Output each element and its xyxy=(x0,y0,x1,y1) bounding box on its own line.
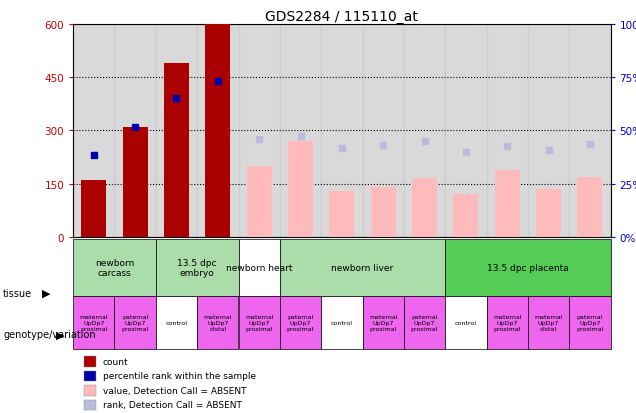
Bar xyxy=(453,195,478,237)
Bar xyxy=(197,25,238,237)
Text: maternal
UpDp7
proximal: maternal UpDp7 proximal xyxy=(369,314,398,331)
Text: maternal
UpDp7
proximal: maternal UpDp7 proximal xyxy=(80,314,108,331)
Bar xyxy=(247,166,272,237)
Bar xyxy=(495,170,520,237)
Text: tissue: tissue xyxy=(3,288,32,298)
Title: GDS2284 / 115110_at: GDS2284 / 115110_at xyxy=(265,10,418,24)
Bar xyxy=(445,297,487,349)
Text: control: control xyxy=(165,320,188,325)
Bar xyxy=(363,25,404,237)
Bar xyxy=(156,25,197,237)
Bar xyxy=(404,25,445,237)
Text: paternal
UpDp7
proximal: paternal UpDp7 proximal xyxy=(121,314,149,331)
Bar xyxy=(569,297,611,349)
Bar xyxy=(412,179,437,237)
Bar xyxy=(84,356,95,367)
Bar xyxy=(73,25,114,237)
Text: maternal
UpDp7
proximal: maternal UpDp7 proximal xyxy=(245,314,273,331)
Bar xyxy=(528,297,569,349)
Bar xyxy=(84,371,95,381)
Bar xyxy=(321,297,363,349)
Text: paternal
UpDp7
proximal: paternal UpDp7 proximal xyxy=(287,314,314,331)
Bar xyxy=(156,240,238,297)
Bar xyxy=(164,64,189,237)
Bar xyxy=(280,240,445,297)
Text: newborn heart: newborn heart xyxy=(226,263,293,273)
Bar xyxy=(487,297,528,349)
Text: ▶: ▶ xyxy=(41,288,50,298)
Bar xyxy=(577,178,602,237)
Bar xyxy=(280,297,321,349)
Text: paternal
UpDp7
proximal: paternal UpDp7 proximal xyxy=(411,314,438,331)
Bar xyxy=(445,25,487,237)
Text: 13.5 dpc
embryo: 13.5 dpc embryo xyxy=(177,258,217,278)
Bar xyxy=(73,297,114,349)
Bar xyxy=(238,297,280,349)
Text: maternal
UpDp7
distal: maternal UpDp7 distal xyxy=(534,314,563,331)
Bar xyxy=(321,25,363,237)
Text: paternal
UpDp7
proximal: paternal UpDp7 proximal xyxy=(576,314,604,331)
Bar xyxy=(363,297,404,349)
Text: genotype/variation: genotype/variation xyxy=(3,330,96,339)
Bar xyxy=(197,297,238,349)
Bar xyxy=(528,25,569,237)
Bar xyxy=(371,188,396,237)
Text: maternal
UpDp7
distal: maternal UpDp7 distal xyxy=(204,314,232,331)
Bar xyxy=(445,240,611,297)
Bar xyxy=(156,297,197,349)
Bar xyxy=(84,400,95,410)
Text: value, Detection Call = ABSENT: value, Detection Call = ABSENT xyxy=(102,386,246,395)
Bar xyxy=(288,142,313,237)
Text: control: control xyxy=(331,320,353,325)
Text: 13.5 dpc placenta: 13.5 dpc placenta xyxy=(487,263,569,273)
Text: percentile rank within the sample: percentile rank within the sample xyxy=(102,372,256,380)
Bar xyxy=(114,25,156,237)
Text: ▶: ▶ xyxy=(56,330,65,339)
Text: maternal
UpDp7
proximal: maternal UpDp7 proximal xyxy=(493,314,522,331)
Bar xyxy=(329,191,354,237)
Bar xyxy=(238,240,280,297)
Bar xyxy=(114,297,156,349)
Bar xyxy=(404,297,445,349)
Text: control: control xyxy=(455,320,477,325)
Bar xyxy=(123,128,148,237)
Bar xyxy=(536,190,561,237)
Bar xyxy=(280,25,321,237)
Bar xyxy=(238,25,280,237)
Text: rank, Detection Call = ABSENT: rank, Detection Call = ABSENT xyxy=(102,401,242,409)
Bar xyxy=(81,181,106,237)
Text: newborn liver: newborn liver xyxy=(331,263,394,273)
Bar xyxy=(205,25,230,237)
Bar xyxy=(487,25,528,237)
Text: newborn
carcass: newborn carcass xyxy=(95,258,134,278)
Bar xyxy=(73,240,156,297)
Bar xyxy=(84,385,95,396)
Bar xyxy=(569,25,611,237)
Text: count: count xyxy=(102,357,128,366)
